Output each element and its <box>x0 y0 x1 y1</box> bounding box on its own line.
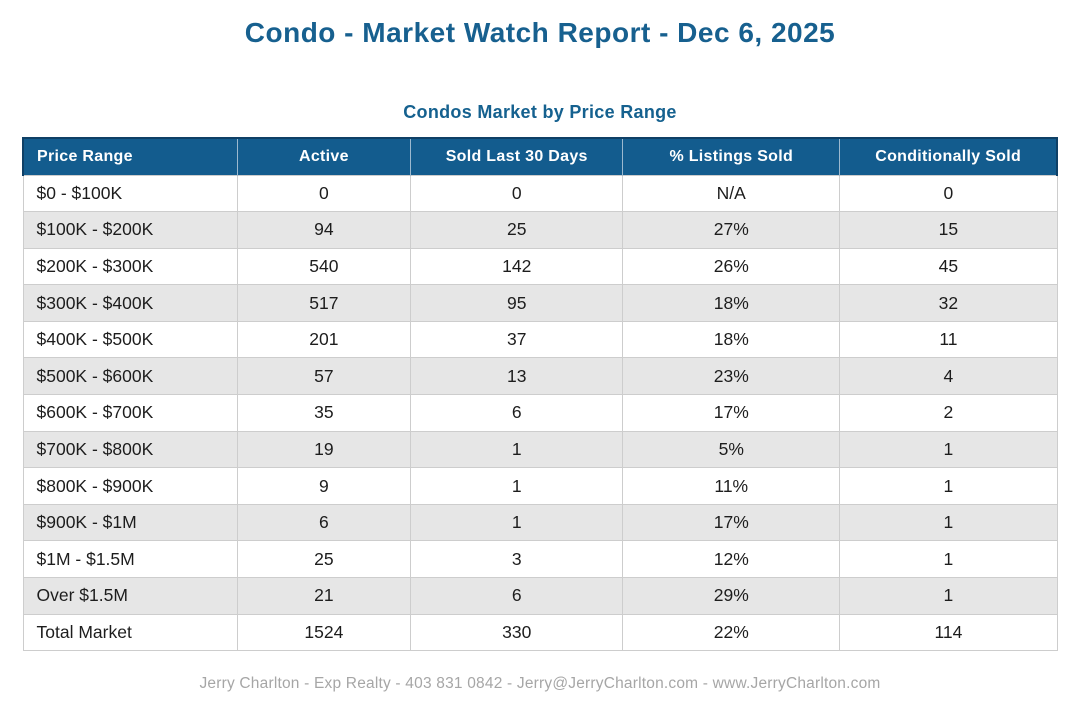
column-header-conditionally-sold: Conditionally Sold <box>839 137 1059 175</box>
value-cell: 35 <box>236 394 412 432</box>
value-cell: 95 <box>410 284 624 322</box>
price-range-cell: $800K - $900K <box>22 467 238 505</box>
value-cell: 22% <box>622 613 841 652</box>
table-row-400k-500k: $400K - $500K 201 37 18% 11 <box>22 320 1058 359</box>
table-row-100k-200k: $100K - $200K 94 25 27% 15 <box>22 211 1058 249</box>
value-cell: 1 <box>410 430 624 469</box>
price-range-cell: $600K - $700K <box>22 394 238 432</box>
value-cell: 11 <box>839 320 1058 359</box>
table-header-row: Price Range Active Sold Last 30 Days% List… <box>21 137 1059 175</box>
value-cell: 6 <box>236 503 412 542</box>
table-row-700k-800k: $700K - $800K 19 1 5% 1 <box>22 430 1058 469</box>
value-cell: 201 <box>236 320 412 359</box>
value-cell: 114 <box>839 613 1058 652</box>
value-cell: 17% <box>622 503 841 542</box>
price-range-cell: Total Market <box>22 613 238 652</box>
value-cell: 0 <box>236 174 412 213</box>
price-range-cell: Over $1.5M <box>22 577 238 615</box>
value-cell: 142 <box>410 247 624 286</box>
value-cell: 23% <box>622 357 841 396</box>
table-body: $0 - $100K 0 0 N/A 0 $100K - $200K 94 25 27% 15 $2… <box>22 174 1058 652</box>
value-cell: N/A <box>622 174 841 213</box>
value-cell: 15 <box>839 211 1058 249</box>
table-row-600k-700k: $600K - $700K 35 6 17% 2 <box>22 394 1058 432</box>
column-header-sold-last-30-days: Sold Last 30 Days <box>410 137 623 175</box>
price-range-cell: $200K - $300K <box>22 247 238 286</box>
table-row-800k-900k: $800K - $900K 9 1 11% 1 <box>22 467 1058 505</box>
value-cell: 1 <box>839 503 1058 542</box>
value-cell: 1 <box>839 577 1058 615</box>
value-cell: 6 <box>410 394 624 432</box>
value-cell: 0 <box>410 174 624 213</box>
value-cell: 57 <box>236 357 412 396</box>
value-cell: 1 <box>410 503 624 542</box>
value-cell: 25 <box>410 211 624 249</box>
value-cell: 1 <box>839 540 1058 579</box>
table-row-1m-1-5m: $1M - $1.5M 25 3 12% 1 <box>22 540 1058 579</box>
table-title: Condos Market by Price Range <box>403 102 677 122</box>
column-header-price-range: Price Range <box>21 137 238 175</box>
price-range-cell: $400K - $500K <box>22 320 238 359</box>
value-cell: 12% <box>622 540 841 579</box>
value-cell: 29% <box>622 577 841 615</box>
value-cell: 540 <box>236 247 412 286</box>
table-row-200k-300k: $200K - $300K 540 142 26% 45 <box>22 247 1058 286</box>
value-cell: 45 <box>839 247 1058 286</box>
price-range-cell: $100K - $200K <box>22 211 238 249</box>
value-cell: 19 <box>236 430 412 469</box>
value-cell: 32 <box>839 284 1058 322</box>
table-row-500k-600k: $500K - $600K 57 13 23% 4 <box>22 357 1058 396</box>
footer-contact: Jerry Charlton - Exp Realty - 403 831 08… <box>199 675 881 693</box>
table-row-300k-400k: $300K - $400K 517 95 18% 32 <box>22 284 1058 322</box>
value-cell: 13 <box>410 357 624 396</box>
column-header-listings-sold: % Listings Sold <box>622 137 840 175</box>
value-cell: 94 <box>236 211 412 249</box>
value-cell: 3 <box>410 540 624 579</box>
table-row-0-100k: $0 - $100K 0 0 N/A 0 <box>22 174 1058 213</box>
value-cell: 517 <box>236 284 412 322</box>
value-cell: 6 <box>410 577 624 615</box>
price-range-table: Price Range Active Sold Last 30 Days% List… <box>21 137 1059 652</box>
value-cell: 21 <box>236 577 412 615</box>
price-range-cell: $500K - $600K <box>22 357 238 396</box>
value-cell: 18% <box>622 320 841 359</box>
price-range-cell: $0 - $100K <box>22 174 238 213</box>
value-cell: 26% <box>622 247 841 286</box>
table-row-total-market: Total Market 1524 330 22% 114 <box>22 613 1058 652</box>
value-cell: 25 <box>236 540 412 579</box>
table-row-over-1-5m: Over $1.5M 21 6 29% 1 <box>22 577 1058 615</box>
value-cell: 330 <box>410 613 624 652</box>
price-range-cell: $300K - $400K <box>22 284 238 322</box>
value-cell: 1 <box>410 467 624 505</box>
column-header-active: Active <box>236 137 411 175</box>
price-range-cell: $700K - $800K <box>22 430 238 469</box>
value-cell: 9 <box>236 467 412 505</box>
value-cell: 27% <box>622 211 841 249</box>
value-cell: 2 <box>839 394 1058 432</box>
value-cell: 1 <box>839 467 1058 505</box>
value-cell: 0 <box>839 174 1058 213</box>
value-cell: 11% <box>622 467 841 505</box>
value-cell: 1 <box>839 430 1058 469</box>
value-cell: 4 <box>839 357 1058 396</box>
value-cell: 37 <box>410 320 624 359</box>
value-cell: 1524 <box>236 613 412 652</box>
price-range-cell: $1M - $1.5M <box>22 540 238 579</box>
report-title: Condo - Market Watch Report - Dec 6, 202… <box>244 17 836 48</box>
value-cell: 18% <box>622 284 841 322</box>
table-row-900k-1m: $900K - $1M 6 1 17% 1 <box>22 503 1058 542</box>
value-cell: 5% <box>622 430 841 469</box>
value-cell: 17% <box>622 394 841 432</box>
price-range-cell: $900K - $1M <box>22 503 238 542</box>
